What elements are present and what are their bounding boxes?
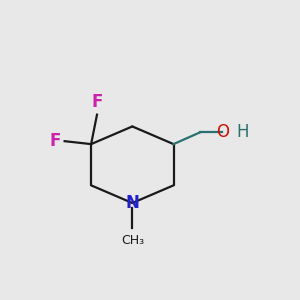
- Text: O: O: [216, 123, 229, 141]
- Text: N: N: [125, 194, 139, 212]
- Text: CH₃: CH₃: [121, 234, 144, 247]
- Text: F: F: [50, 132, 61, 150]
- Text: F: F: [91, 93, 103, 111]
- Text: H: H: [236, 123, 249, 141]
